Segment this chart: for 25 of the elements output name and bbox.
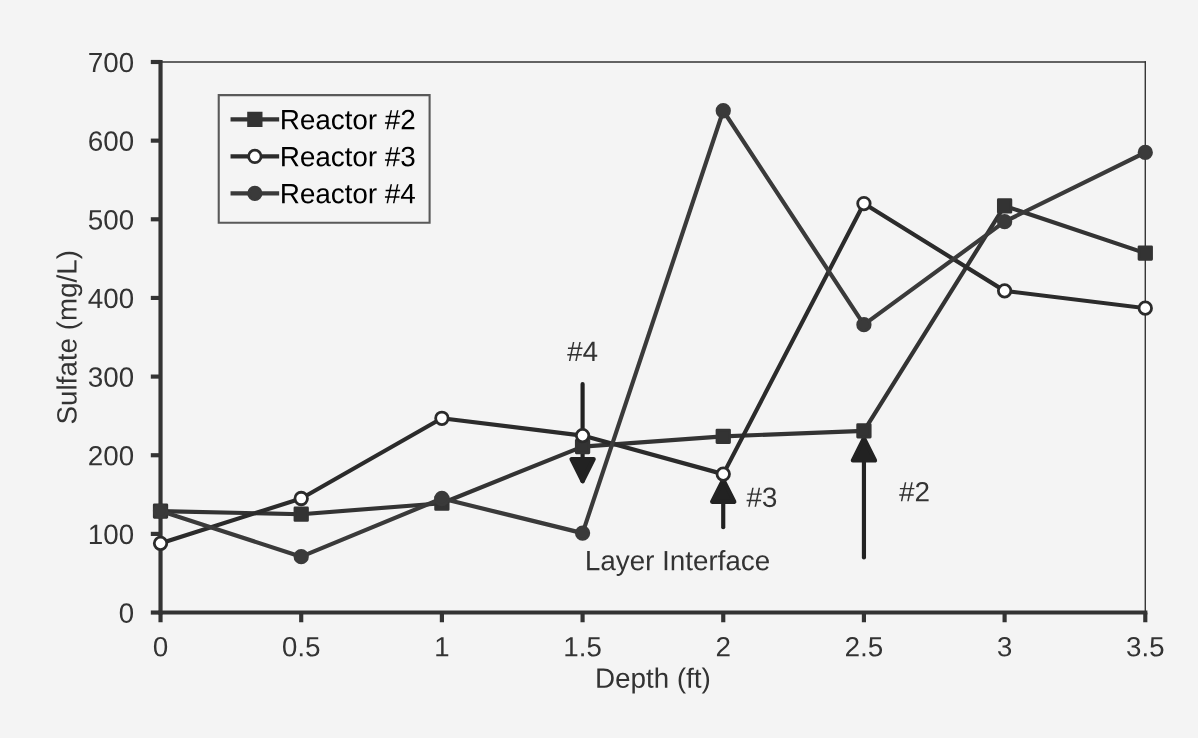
x-tick-label: 1.5 <box>565 637 601 657</box>
annotation: #4 <box>567 341 598 361</box>
legend-label: Reactor #2 <box>282 109 415 130</box>
y-tick-label: 700 <box>89 52 134 73</box>
y-tick-label: 400 <box>88 288 134 309</box>
legend-label: Reactor #3 <box>282 146 415 167</box>
x-tick-label: 2 <box>716 636 730 657</box>
x-tick-label: 1 <box>436 637 449 657</box>
y-tick-label: 300 <box>88 367 134 387</box>
x-tick-label: 2.5 <box>846 636 883 657</box>
x-axis-title: Depth (ft) <box>597 667 710 694</box>
annotation: #2 <box>899 481 929 502</box>
y-tick-label: 500 <box>88 209 134 230</box>
x-tick-label: 3 <box>997 636 1012 657</box>
x-tick-label: 0.5 <box>282 636 320 657</box>
y-axis-title: Sulfate (mg/L) <box>56 251 83 424</box>
y-tick-label: 100 <box>89 524 134 545</box>
legend-label: Reactor #4 <box>282 184 415 204</box>
x-tick-label: 3.5 <box>1127 636 1164 657</box>
y-tick-label: 200 <box>89 445 134 466</box>
y-tick-label: 0 <box>119 603 134 623</box>
y-tick-label: 600 <box>89 131 134 151</box>
annotation: #3 <box>746 487 777 508</box>
x-tick-label: 0 <box>153 636 168 657</box>
annotation: Layer Interface <box>587 550 769 576</box>
